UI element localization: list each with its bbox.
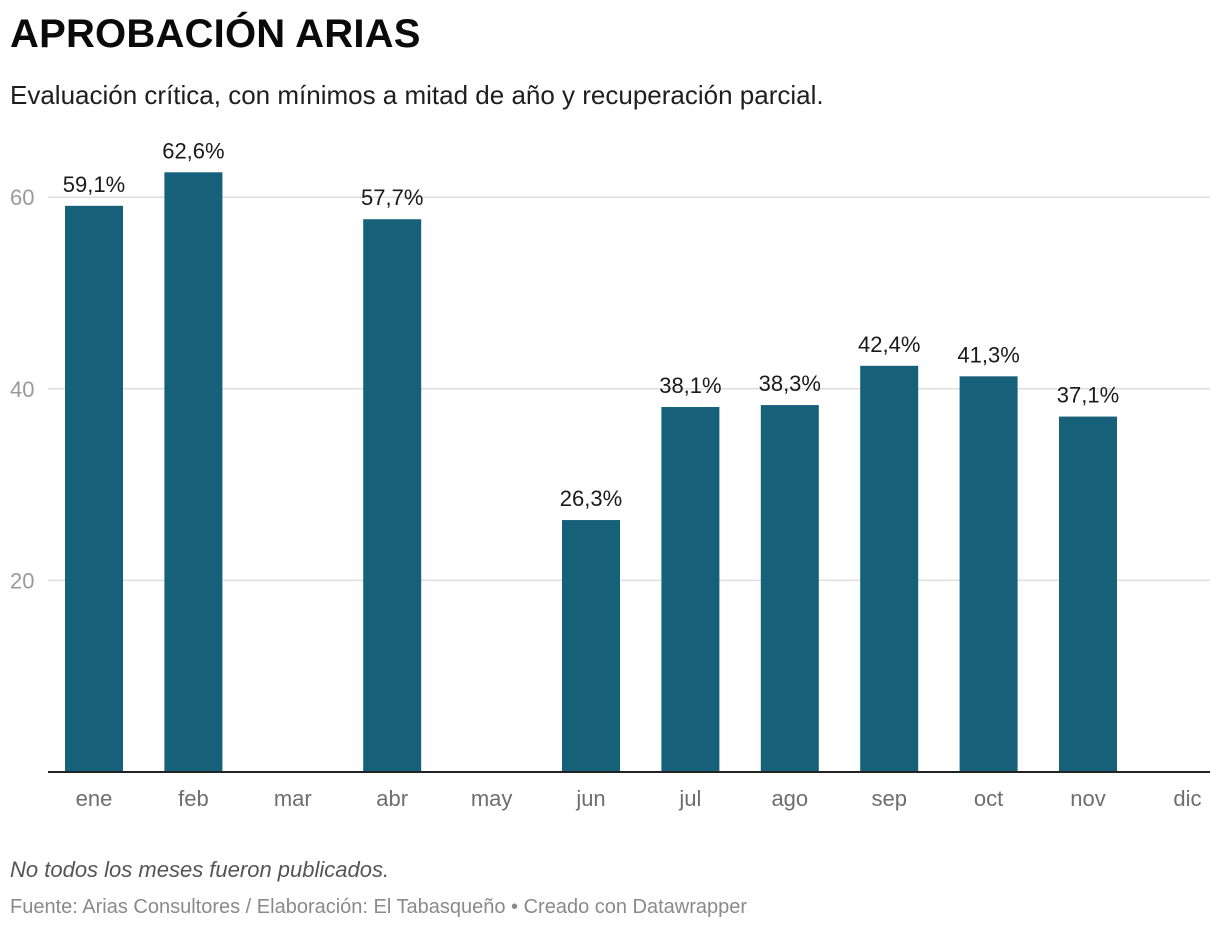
chart-note: No todos los meses fueron publicados. [10, 857, 390, 882]
y-tick-label: 20 [10, 568, 34, 593]
x-tick-label-ago: ago [771, 786, 808, 811]
value-label-jul: 38,1% [659, 373, 721, 398]
value-label-feb: 62,6% [162, 138, 224, 163]
x-tick-label-oct: oct [974, 786, 1003, 811]
gridlines: 20 40 60 [10, 185, 1210, 593]
chart-source: Fuente: Arias Consultores / Elaboración:… [10, 896, 748, 918]
x-tick-label-may: may [471, 786, 513, 811]
y-tick-label: 60 [10, 185, 34, 210]
bar-oct [959, 376, 1018, 772]
value-label-ene: 59,1% [63, 172, 125, 197]
chart-title: APROBACIÓN ARIAS [10, 12, 421, 56]
bar-chart: 20 40 60 59,1% 62,6% 57,7% 26,3% 38,1% 38,3% 42,… [10, 138, 1210, 811]
bar-sep [860, 365, 919, 772]
x-tick-label-nov: nov [1070, 786, 1105, 811]
value-label-ago: 38,3% [759, 371, 821, 396]
bar-feb [164, 172, 223, 773]
bar-abr [363, 219, 422, 772]
x-tick-label-feb: feb [178, 786, 209, 811]
x-tick-label-jul: jul [678, 786, 701, 811]
value-label-oct: 41,3% [957, 342, 1019, 367]
value-label-nov: 37,1% [1057, 383, 1119, 408]
y-tick-label: 40 [10, 377, 34, 402]
x-tick-label-jun: jun [575, 786, 605, 811]
value-labels: 59,1% 62,6% 57,7% 26,3% 38,1% 38,3% 42,4% 41,3%… [63, 138, 1119, 511]
x-tick-label-mar: mar [274, 786, 312, 811]
bar-ene [65, 205, 123, 772]
bar-ago [760, 405, 819, 772]
bar-jul [661, 407, 720, 772]
value-label-jun: 26,3% [560, 486, 622, 511]
x-tick-label-dic: dic [1173, 786, 1201, 811]
value-label-abr: 57,7% [361, 185, 423, 210]
value-label-sep: 42,4% [858, 332, 920, 357]
bar-jun [562, 520, 620, 772]
x-tick-label-abr: abr [376, 786, 408, 811]
bars [65, 172, 1117, 773]
axes: ene feb mar abr may jun jul ago sep oct nov dic [48, 771, 1210, 811]
bar-nov [1059, 416, 1117, 772]
chart-subtitle: Evaluación crítica, con mínimos a mitad … [10, 80, 824, 110]
x-tick-label-sep: sep [871, 786, 906, 811]
x-tick-label-ene: ene [76, 786, 113, 811]
